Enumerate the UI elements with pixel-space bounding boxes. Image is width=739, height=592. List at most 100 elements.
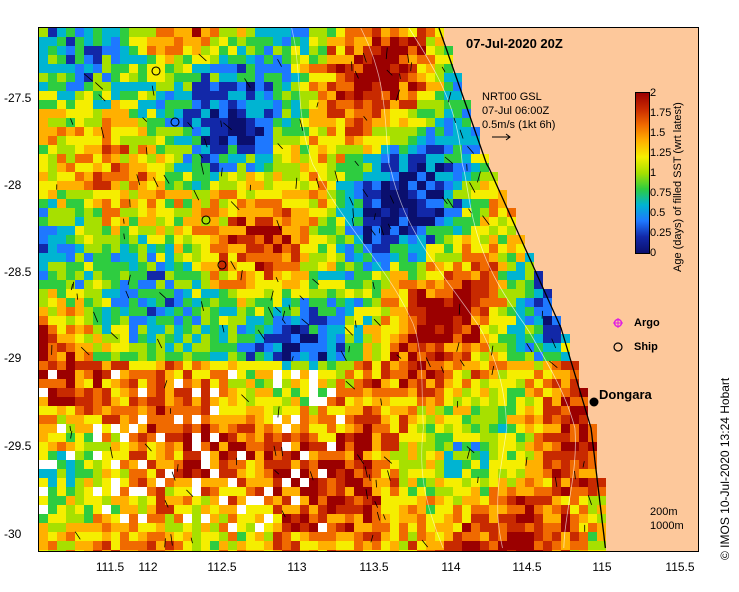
- sst-cell: [84, 307, 93, 316]
- sst-cell: [687, 100, 696, 109]
- sst-cell: [228, 46, 237, 55]
- sst-cell: [174, 136, 183, 145]
- sst-cell: [543, 298, 552, 307]
- sst-cell: [39, 55, 48, 64]
- sst-cell: [615, 487, 624, 496]
- sst-cell: [516, 514, 525, 523]
- sst-cell: [156, 334, 165, 343]
- sst-cell: [363, 262, 372, 271]
- sst-cell: [561, 280, 570, 289]
- current-vector: [277, 143, 283, 150]
- sst-cell: [174, 235, 183, 244]
- sst-cell: [498, 100, 507, 109]
- sst-cell: [507, 361, 516, 370]
- sst-cell: [183, 451, 192, 460]
- sst-cell: [534, 316, 543, 325]
- sst-cell: [120, 316, 129, 325]
- sst-cell: [651, 397, 660, 406]
- sst-cell: [291, 235, 300, 244]
- sst-cell: [174, 172, 183, 181]
- sst-cell: [201, 550, 210, 551]
- sst-cell: [120, 190, 129, 199]
- sst-cell: [453, 478, 462, 487]
- sst-cell: [543, 397, 552, 406]
- sst-cell: [480, 145, 489, 154]
- sst-cell: [345, 199, 354, 208]
- sst-cell: [417, 478, 426, 487]
- sst-cell: [354, 406, 363, 415]
- sst-cell: [471, 460, 480, 469]
- sst-cell: [192, 172, 201, 181]
- sst-cell: [390, 514, 399, 523]
- sst-cell: [300, 460, 309, 469]
- sst-cell: [174, 244, 183, 253]
- sst-cell: [102, 109, 111, 118]
- current-vector: [385, 47, 388, 60]
- sst-cell: [543, 523, 552, 532]
- sst-cell: [102, 307, 111, 316]
- sst-cell: [642, 388, 651, 397]
- sst-cell: [273, 307, 282, 316]
- sst-cell: [408, 145, 417, 154]
- sst-cell: [471, 262, 480, 271]
- sst-cell: [435, 352, 444, 361]
- sst-cell: [417, 361, 426, 370]
- sst-cell: [345, 397, 354, 406]
- sst-cell: [381, 181, 390, 190]
- sst-cell: [534, 523, 543, 532]
- sst-cell: [84, 253, 93, 262]
- sst-cell: [84, 154, 93, 163]
- sst-cell: [606, 73, 615, 82]
- sst-cell: [318, 262, 327, 271]
- sst-cell: [489, 343, 498, 352]
- sst-cell: [444, 307, 453, 316]
- sst-cell: [570, 136, 579, 145]
- sst-cell: [255, 550, 264, 551]
- sst-cell: [210, 514, 219, 523]
- sst-cell: [516, 397, 525, 406]
- sst-cell: [390, 289, 399, 298]
- sst-cell: [300, 343, 309, 352]
- sst-cell: [561, 28, 570, 37]
- sst-cell: [219, 262, 228, 271]
- sst-cell: [534, 433, 543, 442]
- sst-cell: [453, 388, 462, 397]
- sst-cell: [291, 100, 300, 109]
- sst-cell: [696, 163, 698, 172]
- sst-cell: [444, 505, 453, 514]
- sst-cell: [588, 415, 597, 424]
- sst-cell: [624, 532, 633, 541]
- sst-cell: [534, 415, 543, 424]
- sst-cell: [426, 487, 435, 496]
- sst-cell: [552, 208, 561, 217]
- sst-cell: [129, 550, 138, 551]
- sst-cell: [111, 118, 120, 127]
- sst-cell: [84, 334, 93, 343]
- sst-cell: [327, 163, 336, 172]
- sst-cell: [579, 145, 588, 154]
- sst-cell: [147, 100, 156, 109]
- sst-cell: [687, 199, 696, 208]
- sst-cell: [687, 217, 696, 226]
- sst-cell: [426, 172, 435, 181]
- sst-cell: [552, 487, 561, 496]
- sst-cell: [210, 100, 219, 109]
- sst-cell: [471, 397, 480, 406]
- sst-cell: [579, 118, 588, 127]
- sst-cell: [219, 334, 228, 343]
- sst-cell: [453, 280, 462, 289]
- sst-cell: [480, 514, 489, 523]
- sst-cell: [417, 190, 426, 199]
- sst-cell: [246, 55, 255, 64]
- sst-cell: [669, 298, 678, 307]
- sst-cell: [660, 433, 669, 442]
- sst-cell: [345, 226, 354, 235]
- sst-cell: [363, 136, 372, 145]
- sst-cell: [138, 127, 147, 136]
- sst-cell: [237, 451, 246, 460]
- sst-cell: [669, 271, 678, 280]
- sst-cell: [444, 145, 453, 154]
- sst-cell: [588, 298, 597, 307]
- sst-cell: [471, 388, 480, 397]
- sst-cell: [210, 145, 219, 154]
